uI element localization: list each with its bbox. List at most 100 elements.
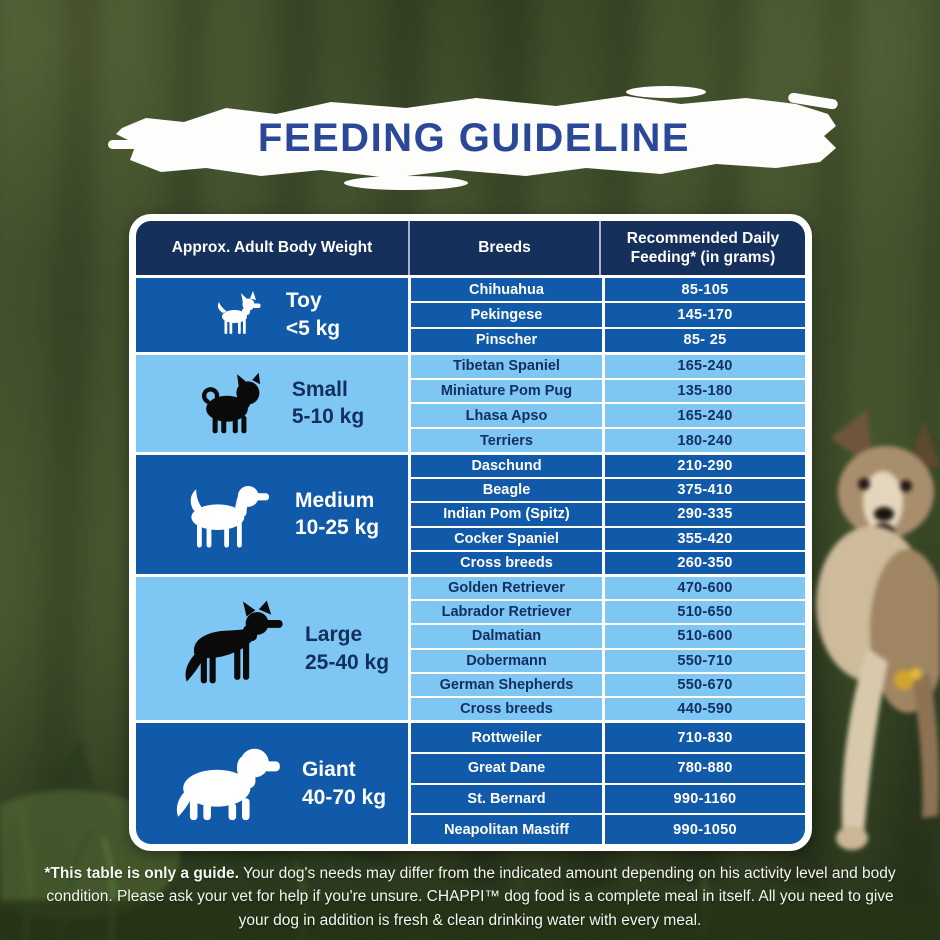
table-row: St. Bernard 990-1160 xyxy=(411,782,805,814)
value-cell: 210-290 xyxy=(602,454,805,478)
table-row: Indian Pom (Spitz) 290-335 xyxy=(411,501,805,526)
breed-cell: Cross breeds xyxy=(460,554,553,571)
breed-cell: Pinscher xyxy=(475,332,538,349)
table-row: Neapolitan Mastiff 990-1050 xyxy=(411,813,805,844)
value-cell: 375-410 xyxy=(602,479,805,502)
breed-rows: Rottweiler 710-830 Great Dane 780-880 St. Be… xyxy=(408,723,805,844)
breed-cell: Chihuahua xyxy=(469,281,544,298)
table-row: Pekingese 145-170 xyxy=(411,301,805,327)
breed-rows: Tibetan Spaniel 165-240 Miniature Pom Pug 1… xyxy=(408,355,805,452)
table-row: Rottweiler 710-830 xyxy=(411,723,805,752)
breed-cell: Labrador Retriever xyxy=(441,604,572,621)
weight-labels: Small 5-10 kg xyxy=(292,376,364,431)
value-cell: 85- 25 xyxy=(602,328,805,353)
weight-group-toy: Toy <5 kg Chihuahua 85-105 Pekingese 145-170 P… xyxy=(136,278,805,353)
header-cell-feeding: Recommended Daily Feeding* (in grams) xyxy=(599,221,805,275)
breed-cell: Daschund xyxy=(471,457,542,474)
table-row: Tibetan Spaniel 165-240 xyxy=(411,355,805,378)
breed-cell: Dobermann xyxy=(466,652,547,669)
table-row: Dalmatian 510-600 xyxy=(411,623,805,648)
value-cell: 135-180 xyxy=(602,379,805,403)
breed-cell: Cross breeds xyxy=(460,701,553,718)
table-row: Golden Retriever 470-600 xyxy=(411,576,805,600)
value-cell: 510-600 xyxy=(602,625,805,648)
dog-photo xyxy=(816,410,940,850)
breed-cell: Great Dane xyxy=(467,760,546,777)
table-row: Daschund 210-290 xyxy=(411,454,805,478)
value-cell: 180-240 xyxy=(602,429,805,452)
value-cell: 510-650 xyxy=(602,601,805,624)
value-cell: 260-350 xyxy=(602,551,805,574)
value-cell: 85-105 xyxy=(602,278,805,302)
german-shepherd-icon xyxy=(185,600,283,683)
weight-group-large: Large 25-40 kg Golden Retriever 470-600 Labr… xyxy=(136,576,805,721)
value-cell: 990-1160 xyxy=(602,784,805,814)
weight-labels: Giant 40-70 kg xyxy=(302,756,386,811)
breed-rows: Golden Retriever 470-600 Labrador Retrieve… xyxy=(408,576,805,721)
feeding-table: Approx. Adult Body Weight Breeds Recomme… xyxy=(129,214,812,851)
beagle-icon xyxy=(190,486,269,549)
weight-cell: Toy <5 kg xyxy=(136,278,408,352)
weight-group-range: 40-70 kg xyxy=(301,785,387,809)
table-row: Great Dane 780-880 xyxy=(411,751,805,783)
table-header: Approx. Adult Body Weight Breeds Recomme… xyxy=(136,221,805,275)
chihuahua-icon xyxy=(217,291,261,335)
breed-cell: Miniature Pom Pug xyxy=(440,383,573,400)
st-bernard-icon xyxy=(176,748,280,820)
value-cell: 145-170 xyxy=(602,303,805,327)
value-cell: 780-880 xyxy=(602,753,805,783)
weight-cell: Small 5-10 kg xyxy=(136,355,408,452)
weight-group-name: Medium xyxy=(294,488,375,512)
table-row: Cross breeds 440-590 xyxy=(411,695,805,721)
header-cell-weight: Approx. Adult Body Weight xyxy=(171,239,373,257)
breed-cell: Lhasa Apso xyxy=(465,407,548,424)
weight-group-small: Small 5-10 kg Tibetan Spaniel 165-240 Miniat… xyxy=(136,355,805,452)
weight-group-name: Giant xyxy=(301,757,356,781)
breed-cell: Cocker Spaniel xyxy=(454,530,559,547)
weight-group-name: Large xyxy=(304,622,363,646)
value-cell: 990-1050 xyxy=(602,815,805,844)
weight-group-name: Toy xyxy=(285,289,322,313)
breed-cell: Terriers xyxy=(480,432,533,449)
table-row: Labrador Retriever 510-650 xyxy=(411,599,805,624)
weight-cell: Giant 40-70 kg xyxy=(136,723,408,844)
grass-foreground xyxy=(0,735,940,940)
weight-group-giant: Giant 40-70 kg Rottweiler 710-830 Great Dane… xyxy=(136,723,805,844)
breed-rows: Daschund 210-290 Beagle 375-410 Indian Pom (… xyxy=(408,454,805,574)
weight-cell: Large 25-40 kg xyxy=(136,577,408,720)
value-cell: 710-830 xyxy=(602,723,805,752)
weight-group-range: 25-40 kg xyxy=(304,650,390,674)
header-cell-breeds: Breeds xyxy=(408,221,599,275)
table-row: Cocker Spaniel 355-420 xyxy=(411,525,805,550)
breed-cell: Neapolitan Mastiff xyxy=(444,821,569,838)
breed-cell: Indian Pom (Spitz) xyxy=(443,506,570,523)
weight-group-medium: Medium 10-25 kg Daschund 210-290 Beagle 375-4… xyxy=(136,454,805,574)
table-row: German Shepherds 550-670 xyxy=(411,671,805,696)
breed-cell: German Shepherds xyxy=(439,676,574,693)
brush-stroke-shape xyxy=(108,86,838,190)
brush-banner: FEEDING GUIDELINE xyxy=(106,84,842,192)
value-cell: 165-240 xyxy=(602,404,805,428)
weight-labels: Large 25-40 kg xyxy=(305,621,389,676)
breed-cell: Rottweiler xyxy=(471,729,542,746)
table-row: Pinscher 85- 25 xyxy=(411,326,805,353)
pug-icon xyxy=(180,367,274,439)
breed-cell: Dalmatian xyxy=(471,628,542,645)
table-row: Terriers 180-240 xyxy=(411,427,805,452)
weight-labels: Medium 10-25 kg xyxy=(295,487,379,542)
footnote: *This table is only a guide. Your dog's … xyxy=(30,862,910,932)
footnote-text: Your dog's needs may differ from the ind… xyxy=(46,865,896,929)
table-row: Lhasa Apso 165-240 xyxy=(411,402,805,428)
value-cell: 470-600 xyxy=(602,576,805,600)
table-row: Dobermann 550-710 xyxy=(411,647,805,672)
weight-labels: Toy <5 kg xyxy=(286,287,340,342)
weight-group-range: <5 kg xyxy=(285,317,341,341)
breed-cell: Beagle xyxy=(482,482,531,499)
table-row: Beagle 375-410 xyxy=(411,477,805,502)
value-cell: 440-590 xyxy=(602,697,805,721)
feeding-table-body: Approx. Adult Body Weight Breeds Recomme… xyxy=(136,221,805,844)
weight-group-name: Small xyxy=(291,377,348,401)
table-row: Miniature Pom Pug 135-180 xyxy=(411,377,805,403)
table-row: Chihuahua 85-105 xyxy=(411,278,805,302)
weight-group-range: 10-25 kg xyxy=(294,516,380,540)
